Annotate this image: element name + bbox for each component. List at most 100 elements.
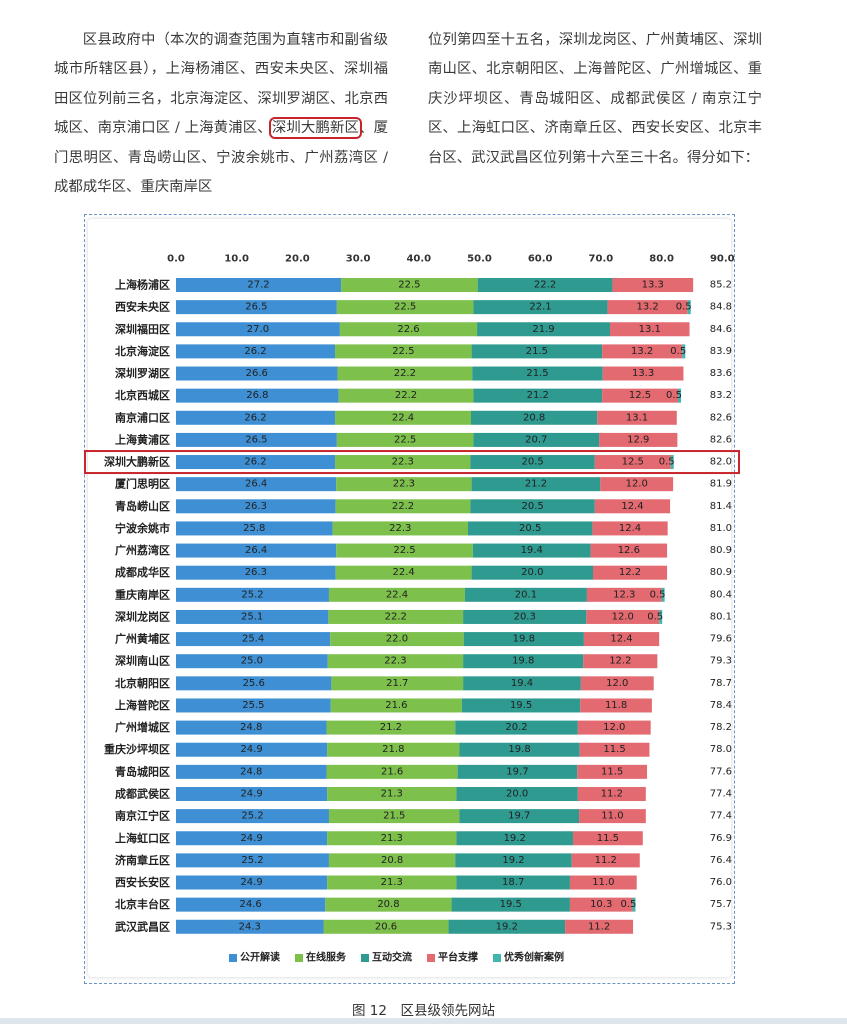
data-label: 21.9 bbox=[532, 324, 554, 335]
data-label: 24.3 bbox=[239, 921, 261, 932]
data-label: 21.5 bbox=[383, 811, 405, 822]
bar-segment bbox=[677, 388, 682, 403]
data-label: 12.5 bbox=[622, 457, 644, 468]
data-label: 21.5 bbox=[526, 346, 548, 357]
data-label: 13.2 bbox=[631, 346, 653, 357]
bar-segment bbox=[176, 565, 336, 580]
data-label: 19.4 bbox=[511, 678, 533, 689]
bar-segment bbox=[594, 499, 671, 514]
bar-segment bbox=[176, 720, 327, 735]
category-label: 深圳罗湖区 bbox=[115, 366, 170, 380]
legend-label: 优秀创新案例 bbox=[504, 951, 564, 964]
data-label: 22.3 bbox=[389, 523, 411, 534]
legend-swatch bbox=[493, 954, 501, 962]
total-label: 75.3 bbox=[710, 921, 732, 932]
data-label: 25.2 bbox=[241, 811, 263, 822]
category-label: 上海普陀区 bbox=[115, 698, 170, 712]
legend-swatch bbox=[361, 954, 369, 962]
data-label: 11.5 bbox=[601, 766, 623, 777]
bar-segment bbox=[607, 300, 688, 315]
bar-segment bbox=[323, 919, 449, 934]
data-label: 22.3 bbox=[393, 479, 415, 490]
data-label: 20.7 bbox=[525, 434, 547, 445]
bar-segment bbox=[461, 698, 581, 713]
x-tick-label: 60.0 bbox=[528, 254, 553, 265]
bar-segment bbox=[661, 587, 665, 602]
total-label: 81.9 bbox=[710, 479, 732, 490]
category-label: 北京西城区 bbox=[115, 388, 170, 402]
data-label: 0.5 bbox=[650, 589, 666, 600]
data-label: 26.4 bbox=[245, 479, 267, 490]
data-label: 27.2 bbox=[247, 280, 269, 291]
bar-segment bbox=[456, 786, 578, 801]
bar-segment bbox=[682, 344, 686, 359]
x-tick-label: 40.0 bbox=[406, 254, 431, 265]
bar-segment bbox=[459, 809, 580, 824]
data-label: 22.4 bbox=[392, 412, 414, 423]
x-tick-label: 80.0 bbox=[649, 254, 674, 265]
bar-segment bbox=[472, 543, 591, 558]
data-label: 26.8 bbox=[246, 390, 268, 401]
total-label: 78.7 bbox=[710, 678, 732, 689]
legend-label: 互动交流 bbox=[372, 951, 412, 964]
data-label: 25.2 bbox=[241, 589, 263, 600]
category-label: 广州增城区 bbox=[115, 720, 170, 734]
data-label: 24.9 bbox=[240, 833, 262, 844]
bar-segment bbox=[328, 809, 460, 824]
bar-segment bbox=[176, 853, 329, 868]
bar-segment bbox=[341, 278, 478, 292]
data-label: 22.6 bbox=[397, 324, 419, 335]
bar-segment bbox=[594, 455, 671, 470]
data-label: 22.3 bbox=[384, 656, 406, 667]
data-label: 26.2 bbox=[244, 412, 266, 423]
data-label: 13.1 bbox=[626, 412, 648, 423]
bar-segment bbox=[337, 366, 473, 381]
bar-segment bbox=[176, 786, 328, 801]
total-label: 83.9 bbox=[710, 346, 732, 357]
data-label: 18.7 bbox=[502, 877, 524, 888]
bar-segment bbox=[328, 587, 465, 602]
bar-segment bbox=[331, 676, 464, 691]
data-label: 19.8 bbox=[508, 744, 530, 755]
data-label: 19.4 bbox=[521, 545, 543, 556]
data-label: 24.8 bbox=[240, 766, 262, 777]
data-label: 11.2 bbox=[601, 788, 623, 799]
category-label: 西安未央区 bbox=[115, 300, 170, 314]
bar-segment bbox=[176, 455, 336, 470]
data-label: 21.7 bbox=[386, 678, 408, 689]
bar-segment bbox=[456, 875, 570, 890]
data-label: 20.5 bbox=[519, 523, 541, 534]
data-label: 0.5 bbox=[666, 390, 682, 401]
category-label: 厦门思明区 bbox=[115, 477, 170, 491]
bar-segment bbox=[176, 654, 328, 669]
data-label: 25.1 bbox=[241, 611, 263, 622]
data-label: 22.0 bbox=[386, 634, 408, 645]
category-label: 重庆沙坪坝区 bbox=[104, 742, 170, 756]
legend-swatch bbox=[229, 954, 237, 962]
data-label: 12.0 bbox=[603, 722, 625, 733]
bar-segment bbox=[477, 278, 613, 292]
data-label: 19.5 bbox=[510, 700, 532, 711]
category-label: 北京海淀区 bbox=[115, 344, 170, 358]
total-label: 76.4 bbox=[710, 855, 732, 866]
data-label: 22.3 bbox=[392, 457, 414, 468]
data-label: 11.5 bbox=[603, 744, 625, 755]
x-tick-label: 70.0 bbox=[589, 254, 614, 265]
legend-swatch bbox=[295, 954, 303, 962]
bar-segment bbox=[336, 543, 473, 558]
data-label: 20.3 bbox=[514, 611, 536, 622]
bar-segment bbox=[590, 543, 668, 558]
data-label: 22.1 bbox=[529, 302, 551, 313]
total-label: 82.0 bbox=[710, 457, 732, 468]
bar-segment bbox=[569, 875, 637, 890]
data-label: 13.1 bbox=[639, 324, 661, 335]
data-label: 24.9 bbox=[240, 877, 262, 888]
bar-segment bbox=[463, 676, 581, 691]
data-label: 22.5 bbox=[398, 280, 420, 291]
bar-segment bbox=[327, 742, 460, 757]
bar-segment bbox=[448, 919, 566, 934]
legend-label: 在线服务 bbox=[306, 951, 347, 964]
category-label: 北京朝阳区 bbox=[115, 676, 170, 690]
data-label: 11.2 bbox=[588, 921, 610, 932]
bar-segment bbox=[599, 432, 678, 447]
